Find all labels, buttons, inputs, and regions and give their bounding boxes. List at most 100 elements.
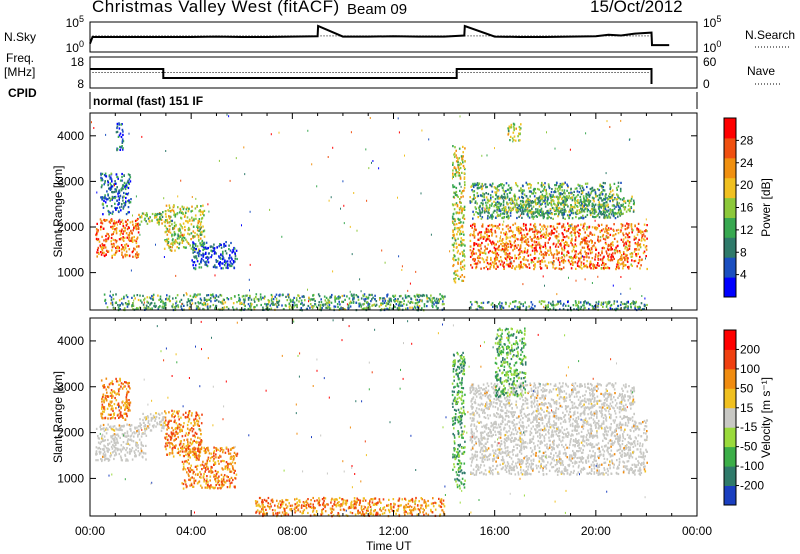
power-echo [583,223,585,226]
power-echo [242,294,245,298]
power-echo [601,193,604,196]
power-echo [548,253,550,256]
power-echo [560,257,562,260]
power-echo [255,296,257,299]
power-echo [344,298,346,301]
power-echo [194,231,196,235]
power-echo [107,237,110,240]
power-echo [469,255,472,258]
power-echo [625,303,627,306]
power-echo [196,251,199,254]
power-echo [567,184,569,188]
power-echo [538,212,540,215]
power-echo [499,263,502,266]
power-echo [599,212,602,215]
power-echo [619,190,622,193]
power-echo [488,230,490,233]
power-echo [525,195,528,198]
power-echo [573,198,576,201]
power-echo [512,234,515,237]
power-echo [438,300,440,303]
power-echo [594,219,596,222]
power-echo [472,185,475,189]
power-echo [502,250,504,253]
power-echo [194,267,197,270]
power-echo [600,213,603,216]
power-echo [114,197,116,200]
power-echo [612,193,615,196]
power-echo [574,201,576,205]
power-echo [202,244,205,248]
power-echo [646,267,648,271]
power-echo [559,186,561,189]
power-echo [285,295,287,298]
power-echo [578,235,580,238]
power-echo [510,260,512,263]
power-echo [174,215,177,218]
power-echo [119,222,121,225]
power-echo [166,221,169,224]
power-echo [502,216,505,219]
power-echo [596,195,599,198]
power-echo [199,209,201,212]
power-echo [158,212,161,215]
power-echo [569,214,571,217]
power-echo [582,225,585,228]
power-echo [596,266,598,269]
power-echo [119,132,122,135]
power-echo [491,190,494,193]
power-echo [394,305,396,309]
power-echo [172,303,174,306]
power-echo [539,247,542,250]
power-echo [253,306,255,309]
power-echo [573,231,576,234]
power-echo [506,212,509,215]
power-echo [575,301,577,304]
power-echo [158,306,160,309]
power-echo [638,238,640,241]
power-echo [636,265,638,268]
power-echo [604,208,607,211]
power-echo [234,257,237,260]
power-echo [602,212,604,216]
velocity-echo [110,445,113,448]
power-echo [526,266,529,269]
power-echo [615,246,617,249]
power-echo [547,197,549,200]
power-echo [116,245,118,248]
power-echo [191,219,194,222]
power-echo [300,307,303,310]
power-echo [191,299,193,302]
power-echo [154,216,156,219]
power-echo [531,259,533,262]
power-echo [187,228,190,232]
power-echo [121,140,124,143]
power-echo [595,253,597,256]
power-echo [645,257,646,260]
power-echo [514,305,516,308]
power-echo [622,263,624,266]
power-echo [481,203,484,206]
power-echo [543,254,545,257]
power-echo [96,255,98,258]
power-echo [457,161,459,164]
power-echo [207,307,209,310]
power-echo [202,212,204,215]
power-echo [507,245,510,248]
power-echo [121,179,123,182]
power-echo [105,133,107,136]
power-echo [199,222,202,225]
power-echo [510,123,513,126]
power-echo [204,304,207,307]
power-echo [461,190,464,193]
power-echo [602,237,605,240]
power-echo [100,247,103,250]
power-echo [623,306,626,309]
power-echo [135,222,137,225]
power-echo [610,253,613,256]
power-echo [619,230,622,233]
power-echo [177,195,179,198]
power-echo [569,224,571,227]
power-echo [127,303,130,306]
power-echo [595,248,597,251]
